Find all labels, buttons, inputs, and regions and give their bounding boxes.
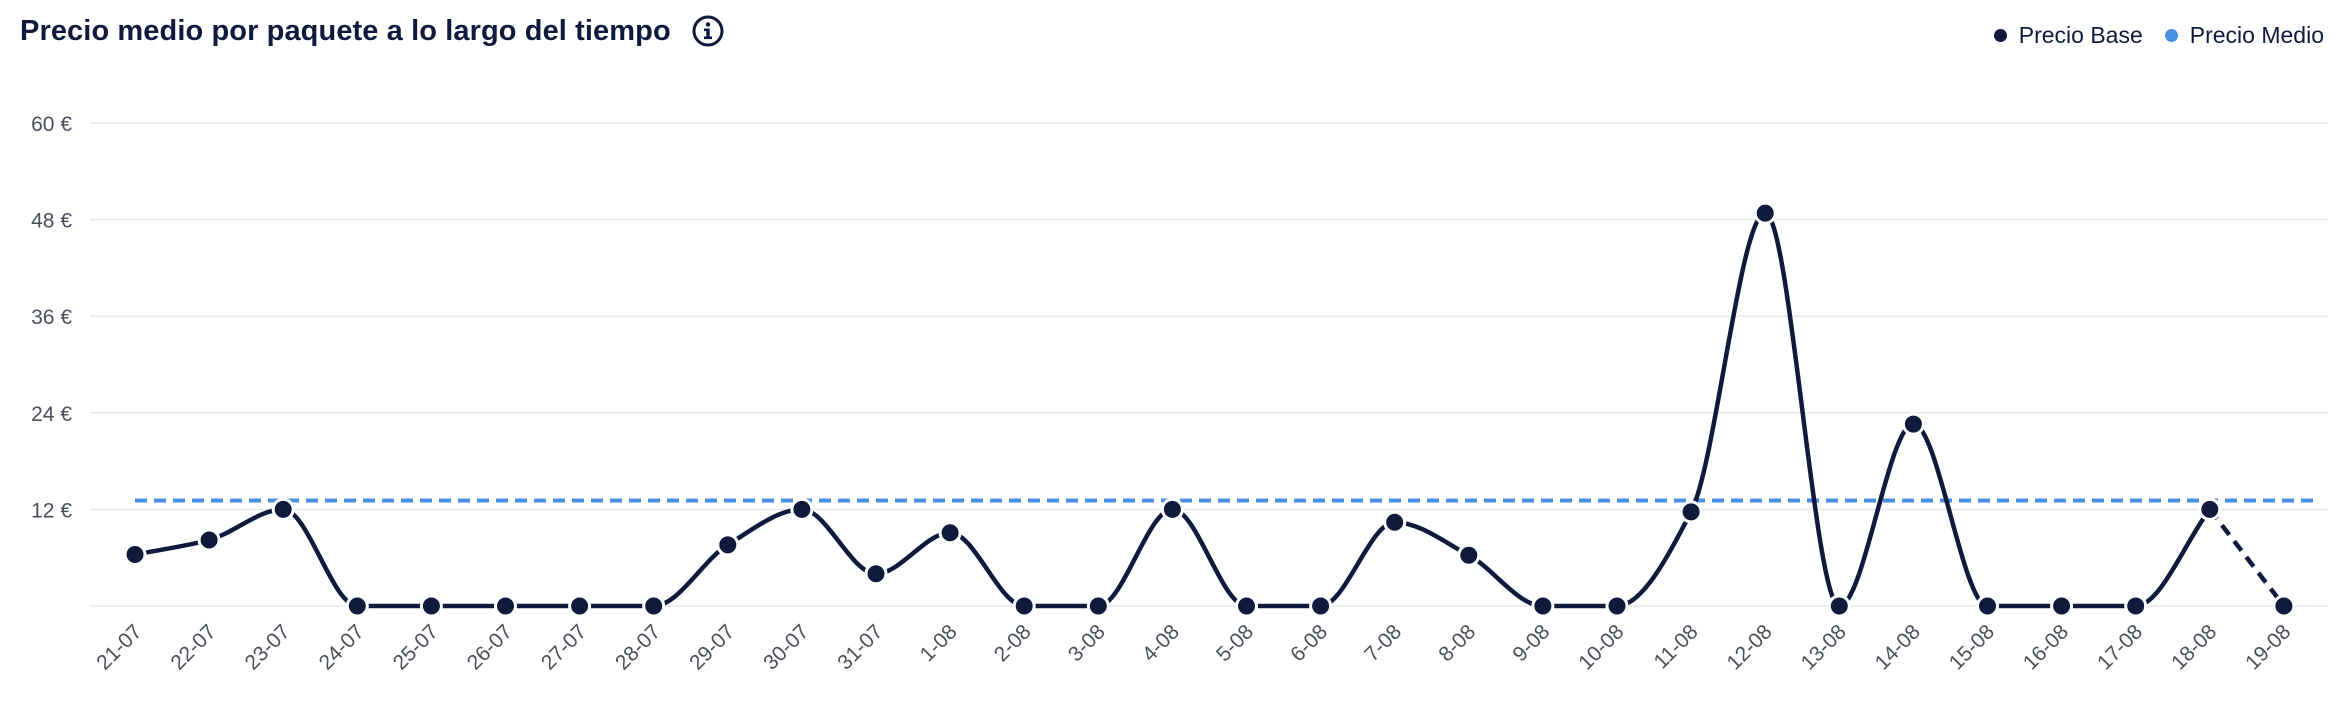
data-point-precio-base (1383, 510, 1407, 534)
x-tick-label: 13-08 (1797, 620, 1851, 674)
data-point-precio-base (2198, 497, 2222, 521)
data-point-precio-base (1753, 201, 1777, 225)
legend-item-precio-medio[interactable]: Precio Medio (2164, 22, 2324, 49)
data-point-precio-base (271, 497, 295, 521)
x-tick-label: 16-08 (2019, 620, 2073, 674)
x-tick-label: 24-07 (315, 620, 369, 674)
data-point-precio-base (1901, 412, 1925, 436)
legend-marker-precio-medio (2164, 29, 2178, 42)
data-point-precio-base (1976, 594, 1999, 618)
y-tick-label: 36 € (31, 306, 72, 329)
x-tick-label: 23-07 (240, 620, 294, 674)
data-point-precio-base (938, 521, 962, 545)
data-point-precio-base (2050, 594, 2074, 618)
y-tick-label: 48 € (31, 210, 72, 233)
data-point-precio-base (494, 594, 517, 618)
x-tick-label: 25-07 (389, 620, 443, 674)
data-point-precio-base (864, 562, 888, 586)
x-tick-label: 14-08 (1871, 620, 1925, 674)
data-point-precio-base (1605, 594, 1629, 618)
x-tick-label: 15-08 (1945, 620, 1999, 674)
series-line-precio-base (134, 210, 2212, 609)
series-line-precio-base-projection (2208, 508, 2286, 608)
data-point-precio-base (197, 528, 221, 552)
x-tick-label: 10-08 (1574, 620, 1628, 674)
x-tick-label: 31-07 (833, 620, 887, 674)
data-point-precio-base (2272, 594, 2296, 618)
x-tick-label: 12-08 (1722, 620, 1776, 674)
x-tick-label: 2-08 (990, 620, 1036, 666)
y-tick-label: 12 € (31, 499, 72, 522)
x-tick-label: 30-07 (759, 620, 813, 674)
x-tick-label: 5-08 (1212, 620, 1258, 666)
data-point-precio-base (1531, 594, 1555, 618)
data-point-precio-base (716, 533, 740, 557)
x-tick-label: 26-07 (463, 620, 517, 674)
data-point-precio-base (1086, 594, 1110, 618)
chart-header: Precio medio por paquete a lo largo del … (20, 14, 725, 48)
data-point-precio-base (1160, 497, 1184, 521)
x-tick-label: 18-08 (2167, 620, 2221, 674)
x-tick-label: 19-08 (2241, 620, 2295, 674)
data-point-precio-base (1457, 543, 1481, 567)
data-point-precio-base (1309, 594, 1333, 618)
x-tick-label: 17-08 (2093, 620, 2147, 674)
y-tick-label: 60 € (31, 113, 72, 136)
chart-title: Precio medio por paquete a lo largo del … (20, 14, 671, 47)
data-point-precio-base (568, 594, 592, 618)
legend-marker-precio-base (1993, 29, 2007, 42)
x-tick-label: 4-08 (1138, 620, 1184, 666)
x-tick-label: 3-08 (1064, 620, 1110, 666)
x-tick-label: 8-08 (1434, 620, 1480, 666)
legend-label-precio-base: Precio Base (2018, 22, 2143, 48)
x-tick-label: 29-07 (685, 620, 739, 674)
data-point-precio-base (419, 594, 443, 618)
y-tick-label: 24 € (31, 403, 72, 426)
chart-legend: Precio Base Precio Medio (1972, 22, 2324, 49)
data-point-precio-base (123, 542, 147, 566)
data-point-precio-base (790, 497, 814, 521)
info-icon[interactable] (691, 14, 725, 48)
x-tick-label: 27-07 (537, 620, 591, 674)
legend-item-precio-base[interactable]: Precio Base (1993, 22, 2143, 49)
data-point-precio-base (1679, 500, 1703, 524)
x-tick-label: 11-08 (1649, 620, 1702, 673)
data-point-precio-base (1235, 594, 1258, 618)
x-tick-label: 1-08 (916, 620, 962, 666)
x-tick-label: 21-07 (92, 620, 146, 674)
data-point-precio-base (345, 594, 369, 618)
data-point-precio-base (2124, 594, 2148, 618)
x-tick-label: 9-08 (1508, 620, 1554, 666)
x-tick-label: 7-08 (1360, 620, 1406, 666)
data-point-precio-base (1827, 594, 1851, 618)
x-tick-label: 28-07 (611, 620, 665, 674)
x-tick-label: 22-07 (166, 620, 220, 674)
data-point-precio-base (1012, 594, 1036, 618)
data-point-precio-base (642, 594, 666, 618)
x-tick-label: 6-08 (1286, 620, 1332, 666)
legend-label-precio-medio: Precio Medio (2189, 22, 2324, 48)
